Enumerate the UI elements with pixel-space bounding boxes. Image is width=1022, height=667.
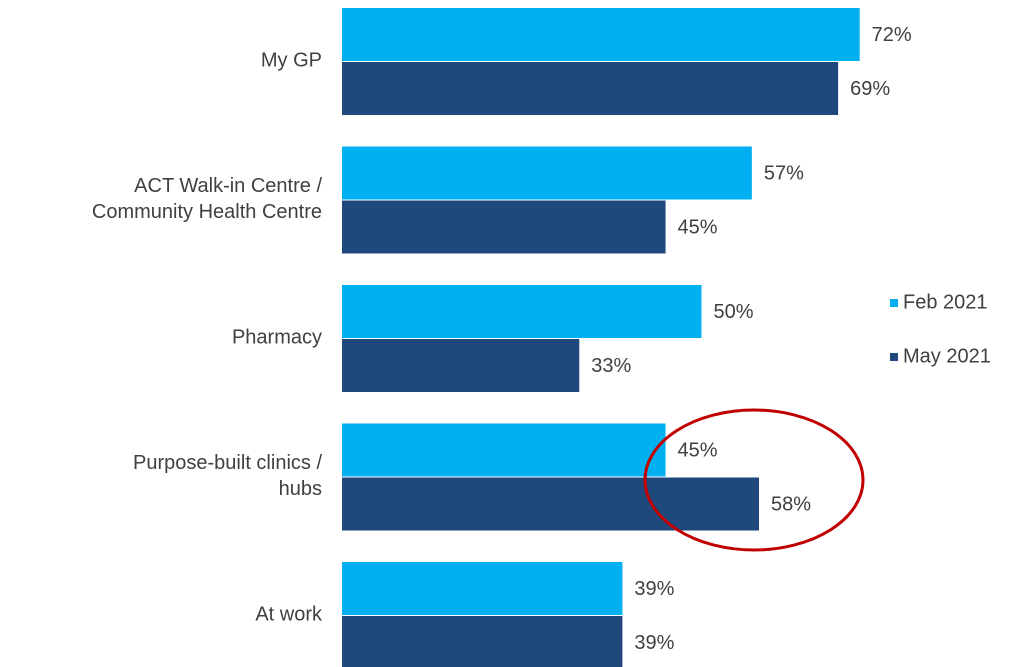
category-label: Purpose-built clinics / hubs [133, 452, 322, 500]
legend-label: Feb 2021 [903, 291, 988, 313]
bar [342, 62, 839, 115]
value-label: 45% [678, 439, 718, 461]
bar [342, 562, 623, 615]
bar [342, 477, 760, 531]
value-label: 57% [764, 162, 804, 184]
value-label: 39% [634, 632, 674, 654]
highlight-circle [643, 408, 865, 552]
value-label: 58% [771, 493, 811, 515]
category-label: Pharmacy [232, 327, 322, 349]
value-label: 72% [872, 24, 912, 46]
value-label: 69% [850, 78, 890, 100]
category-label: ACT Walk-in Centre / Community Health Cen… [92, 175, 323, 223]
legend-label: May 2021 [903, 345, 991, 367]
value-label: 50% [714, 301, 754, 323]
bar [342, 8, 860, 61]
bar [342, 146, 752, 200]
bar [342, 616, 623, 667]
value-label: 39% [634, 578, 674, 600]
value-label: 45% [678, 216, 718, 238]
legend-swatch [890, 353, 898, 361]
legend-swatch [890, 299, 898, 307]
bar [342, 285, 702, 338]
bar [342, 200, 666, 254]
category-label: At work [255, 604, 323, 626]
bar [342, 423, 666, 477]
bar [342, 339, 580, 392]
category-label: My GP [261, 50, 322, 72]
value-label: 33% [591, 355, 631, 377]
